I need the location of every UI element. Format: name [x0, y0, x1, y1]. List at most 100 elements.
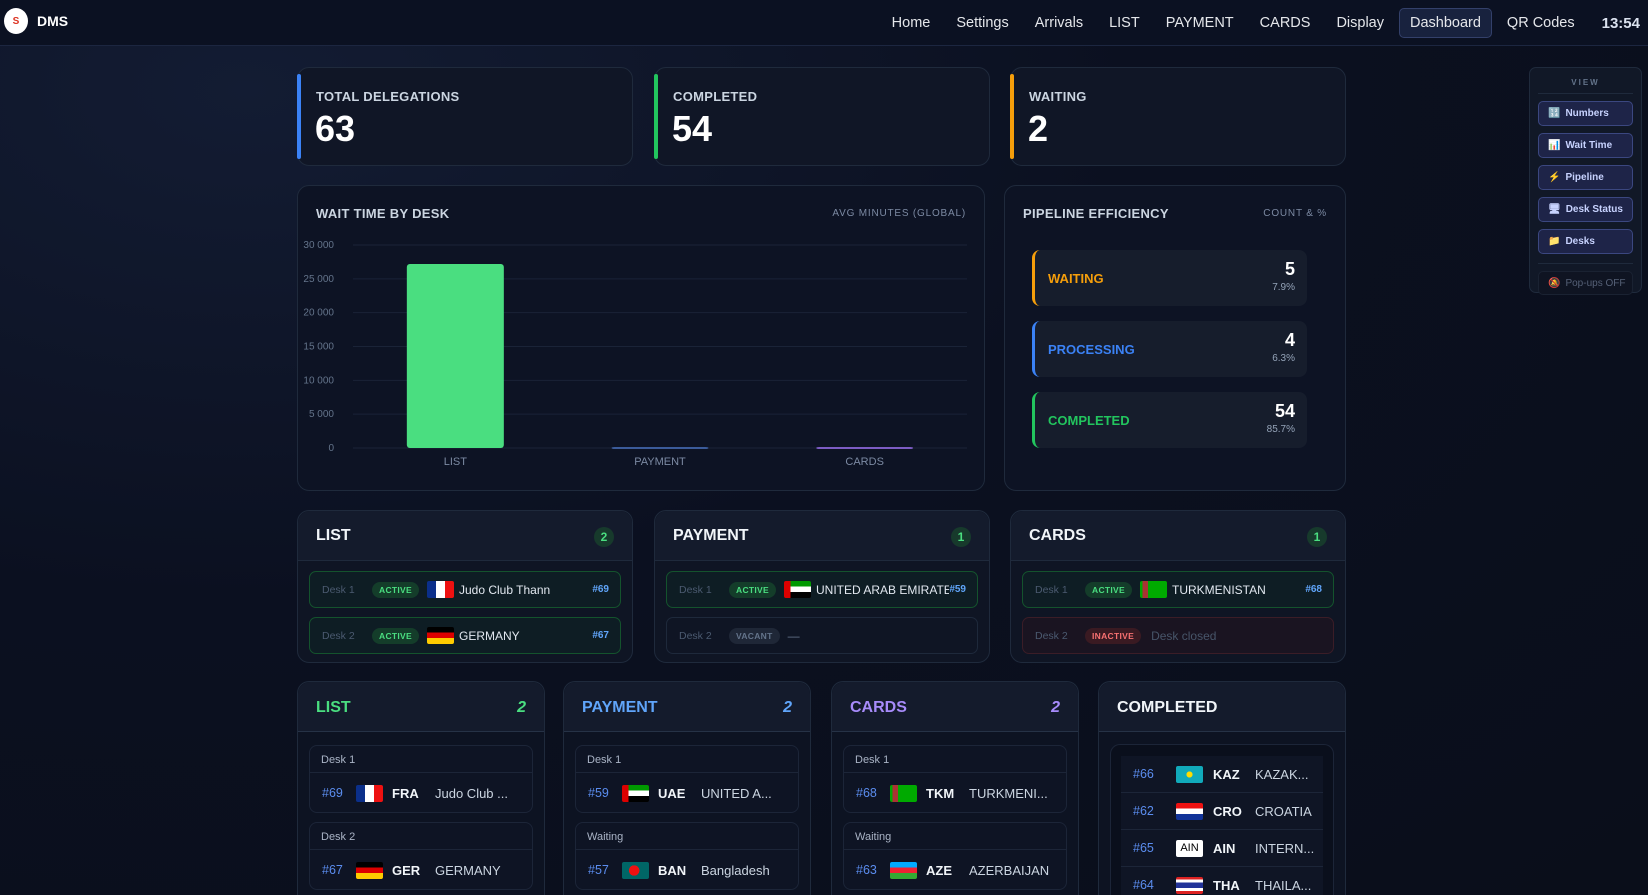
country-code: GER	[392, 862, 421, 878]
flag-hr-icon	[1176, 802, 1203, 820]
delegation-number: #64	[1133, 878, 1154, 892]
queue-column-payment: PAYMENT 2 Desk 1 #59 UAE UNITED A... Waiting #5…	[563, 681, 811, 895]
completed-item[interactable]: #66 KAZ KAZAK...	[1121, 756, 1323, 793]
nav-link-payment[interactable]: PAYMENT	[1165, 15, 1234, 31]
queue-group-label: Desk 1	[576, 746, 798, 773]
country-code: KAZ	[1213, 766, 1240, 782]
completed-item[interactable]: #65 AIN AIN INTERN...	[1121, 830, 1323, 867]
delegation-name: CROATIA	[1255, 803, 1312, 819]
stat-label: WAITING	[1029, 89, 1087, 104]
delegation-name: KAZAK...	[1255, 766, 1309, 782]
desk-label: Desk 2	[1035, 629, 1068, 642]
view-button-wait-time[interactable]: 📊 Wait Time	[1538, 133, 1633, 158]
delegation-name: GERMANY	[435, 862, 501, 878]
x-tick-label: CARDS	[845, 456, 884, 468]
logo-mark: S	[12, 15, 20, 27]
nav-link-display[interactable]: Display	[1336, 15, 1384, 31]
nav-link-arrivals[interactable]: Arrivals	[1034, 15, 1084, 31]
queue-item[interactable]: #59 UAE UNITED A...	[576, 773, 798, 813]
delegation-name: Bangladesh	[701, 862, 770, 878]
delegation-number: #68	[1305, 584, 1322, 595]
pipeline-label: WAITING	[1048, 271, 1104, 286]
bell-off-icon: 🔕	[1548, 278, 1561, 289]
nav-link-list[interactable]: LIST	[1109, 15, 1140, 31]
stat-card-waiting: WAITING 2	[1010, 67, 1346, 166]
bar-payment	[611, 446, 709, 449]
queue-header: PAYMENT 2	[564, 682, 810, 732]
queue-group: Waiting #63 AZE AZERBAIJAN	[843, 822, 1067, 890]
chart-icon: 📊	[1548, 140, 1561, 151]
queue-group-label: Desk 1	[310, 746, 532, 773]
country-code: THA	[1213, 877, 1240, 893]
queue-item[interactable]: #63 AZE AZERBAIJAN	[844, 850, 1066, 890]
desk-label: Desk 2	[322, 629, 355, 642]
popups-toggle[interactable]: 🔕 Pop-ups OFF	[1538, 271, 1633, 295]
queue-count: 2	[783, 699, 792, 716]
queue-group-label: Desk 2	[310, 823, 532, 850]
desk-row[interactable]: Desk 2 INACTIVE Desk closed	[1022, 617, 1334, 654]
status-badge: ACTIVE	[729, 581, 776, 598]
view-button-numbers[interactable]: 🔢 Numbers	[1538, 101, 1633, 126]
queue-title: LIST	[316, 699, 351, 716]
nav-link-dashboard[interactable]: Dashboard	[1398, 8, 1492, 38]
view-button-desks[interactable]: 📁 Desks	[1538, 229, 1633, 254]
pipeline-count: 5	[1284, 259, 1295, 279]
desk-row[interactable]: Desk 1 ACTIVE UNITED ARAB EMIRATES #59	[666, 571, 978, 608]
y-tick-label: 15 000	[303, 342, 334, 353]
queue-item[interactable]: #67 GER GERMANY	[310, 850, 532, 890]
flag-ae-icon	[783, 581, 811, 598]
country-code: AZE	[926, 862, 952, 878]
delegation-number: #59	[949, 584, 966, 595]
nav-link-home[interactable]: Home	[891, 15, 931, 31]
delegation-number: #67	[322, 863, 343, 877]
stat-card-completed: COMPLETED 54	[654, 67, 990, 166]
queue-item[interactable]: #69 FRA Judo Club ...	[310, 773, 532, 813]
desk-row[interactable]: Desk 2 VACANT —	[666, 617, 978, 654]
delegation-name: AZERBAIJAN	[969, 862, 1050, 878]
stat-accent-bar	[297, 74, 301, 159]
completed-list[interactable]: #66 KAZ KAZAK... #62 CRO CROATIA #65 AIN AIN INTE…	[1110, 744, 1334, 895]
delegation-name: GERMANY	[458, 628, 520, 643]
nav-link-qr-codes[interactable]: QR Codes	[1506, 15, 1575, 31]
view-button-label: Numbers	[1565, 108, 1609, 119]
delegation-number: #57	[588, 863, 609, 877]
queue-item[interactable]: #68 TKM TURKMENI...	[844, 773, 1066, 813]
view-button-desk-status[interactable]: 🖥 Desk Status	[1538, 197, 1633, 222]
view-button-label: Pipeline	[1565, 172, 1604, 183]
y-tick-label: 25 000	[303, 274, 334, 285]
desk-card-cards: CARDS 1 Desk 1 ACTIVE TURKMENISTAN #68 Desk 2 I…	[1010, 510, 1346, 663]
desk-row[interactable]: Desk 1 ACTIVE Judo Club Thann #69	[309, 571, 621, 608]
view-button-pipeline[interactable]: ⚡ Pipeline	[1538, 165, 1633, 190]
nav-link-settings[interactable]: Settings	[956, 15, 1009, 31]
nav-link-cards[interactable]: CARDS	[1259, 15, 1311, 31]
queue-column-cards: CARDS 2 Desk 1 #68 TKM TURKMENI... Waiting #63 A…	[831, 681, 1079, 895]
queue-count: 2	[1051, 699, 1060, 716]
desk-card-title: LIST	[316, 527, 351, 544]
stat-label: COMPLETED	[673, 89, 758, 104]
delegation-name: Judo Club ...	[435, 785, 508, 801]
desk-row[interactable]: Desk 1 ACTIVE TURKMENISTAN #68	[1022, 571, 1334, 608]
desk-label: Desk 1	[679, 583, 712, 596]
desk-row[interactable]: Desk 2 ACTIVE GERMANY #67	[309, 617, 621, 654]
status-badge: ACTIVE	[372, 581, 419, 598]
completed-item[interactable]: #62 CRO CROATIA	[1121, 793, 1323, 830]
delegation-name: Judo Club Thann	[458, 582, 551, 597]
y-tick-label: 10 000	[303, 375, 334, 386]
country-code: AIN	[1213, 840, 1236, 856]
completed-item[interactable]: #64 THA THAILA...	[1121, 867, 1323, 895]
delegation-name: UNITED A...	[701, 785, 772, 801]
pipeline-label: PROCESSING	[1048, 342, 1135, 357]
y-tick-label: 5 000	[309, 409, 334, 420]
y-tick-label: 30 000	[303, 240, 334, 251]
queue-item[interactable]: #57 BAN Bangladesh	[576, 850, 798, 890]
delegation-number: #69	[322, 786, 343, 800]
desk-count-badge: 1	[951, 527, 971, 547]
queue-group: Desk 1 #69 FRA Judo Club ...	[309, 745, 533, 813]
queue-count: 2	[517, 699, 526, 716]
pipeline-count: 4	[1284, 330, 1295, 350]
chart-subtitle: AVG MINUTES (GLOBAL)	[832, 208, 966, 219]
delegation-number: #59	[588, 786, 609, 800]
desk-card-header: LIST 2	[298, 511, 632, 561]
pipeline-count: 54	[1274, 401, 1295, 421]
wait-time-chart-card: WAIT TIME BY DESK AVG MINUTES (GLOBAL) 0…	[297, 185, 985, 491]
